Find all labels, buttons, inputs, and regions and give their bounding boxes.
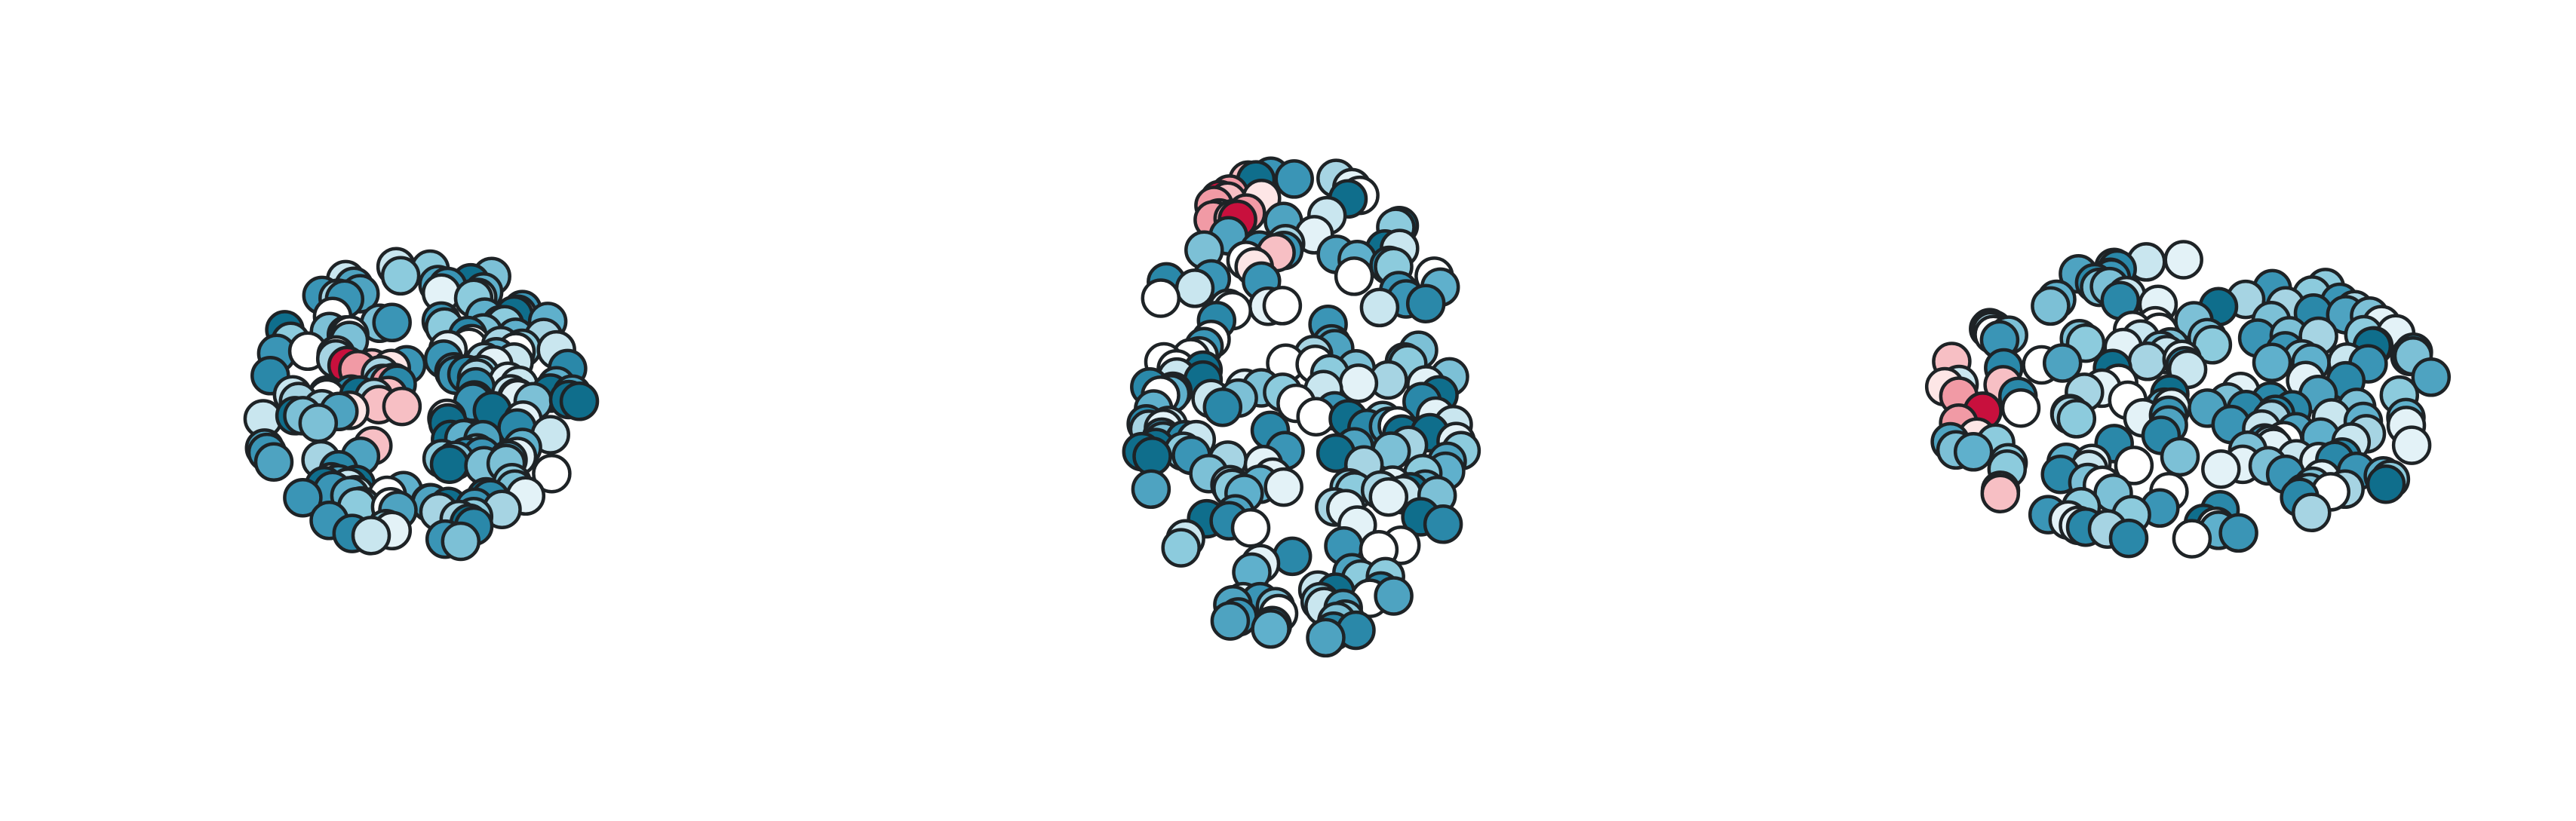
node xyxy=(2292,492,2332,533)
node xyxy=(2114,446,2154,486)
node xyxy=(380,256,421,296)
node xyxy=(2366,464,2406,504)
node xyxy=(2172,519,2212,559)
node xyxy=(2252,342,2292,383)
node xyxy=(1374,576,1414,616)
node xyxy=(1174,268,1215,308)
node xyxy=(1423,504,1463,544)
sagittal-view xyxy=(1924,240,2452,559)
node xyxy=(1202,387,1243,427)
node xyxy=(253,442,294,482)
node xyxy=(2201,449,2241,489)
node xyxy=(1251,609,1291,649)
node xyxy=(1263,467,1303,507)
node xyxy=(351,516,391,556)
node xyxy=(441,521,481,562)
node xyxy=(298,403,339,443)
node xyxy=(1230,508,1271,548)
node xyxy=(2163,240,2203,280)
node xyxy=(1359,287,1400,328)
node xyxy=(382,386,422,427)
node xyxy=(1141,278,1181,318)
node xyxy=(1368,476,1409,517)
node xyxy=(532,453,572,494)
node xyxy=(1272,536,1313,577)
node xyxy=(2160,437,2200,477)
node xyxy=(1980,473,2021,513)
node xyxy=(1262,286,1303,326)
node xyxy=(2411,357,2452,397)
node xyxy=(1132,437,1172,476)
node xyxy=(1334,256,1374,296)
node xyxy=(429,444,470,484)
node xyxy=(2031,286,2071,326)
node xyxy=(2056,399,2097,439)
node xyxy=(1161,528,1201,568)
node xyxy=(1306,617,1346,658)
node xyxy=(559,381,600,421)
axial-view xyxy=(1122,156,1481,658)
node xyxy=(283,477,323,518)
node xyxy=(2000,388,2041,428)
node xyxy=(1131,469,1171,510)
node xyxy=(1274,159,1314,199)
node xyxy=(2042,343,2083,383)
node xyxy=(372,302,412,343)
node xyxy=(2108,518,2149,559)
node xyxy=(1405,283,1446,323)
node xyxy=(2218,513,2258,553)
node xyxy=(2391,425,2432,465)
node xyxy=(1210,601,1251,641)
coronal-view xyxy=(243,247,600,562)
node xyxy=(1953,432,1994,472)
